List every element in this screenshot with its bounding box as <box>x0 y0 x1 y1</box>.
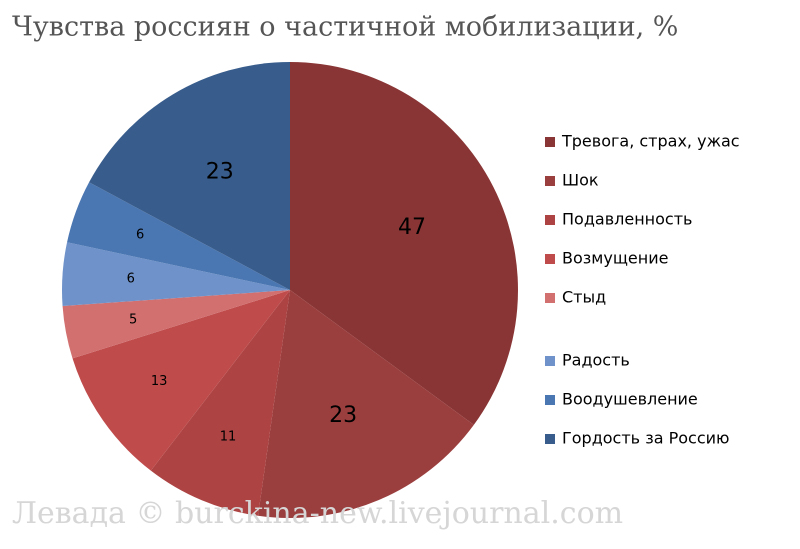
pie-slice <box>258 290 474 518</box>
data-label: 47 <box>398 215 426 240</box>
pie-slice <box>290 62 519 425</box>
legend-label: Воодушевление <box>562 390 698 409</box>
pie-slice <box>72 290 290 471</box>
legend-label: Возмущение <box>562 249 668 268</box>
pie-slice <box>150 290 290 516</box>
legend-swatch <box>545 215 555 225</box>
legend-label: Стыд <box>562 288 606 307</box>
pie-slice <box>62 242 290 307</box>
data-label: 6 <box>127 271 135 286</box>
pie-slice <box>67 182 291 290</box>
data-label: 23 <box>329 403 357 428</box>
pie: 47 23 11 13 5 6 6 23 <box>62 62 519 518</box>
legend: Тревога, страх, ужас Шок Подавленность Возм… <box>545 132 740 448</box>
legend-swatch <box>545 137 555 147</box>
legend-swatch <box>545 434 555 444</box>
legend-label: Гордость за Россию <box>562 429 729 448</box>
legend-label: Радость <box>562 351 630 370</box>
data-label: 23 <box>206 160 234 185</box>
legend-swatch <box>545 293 555 303</box>
legend-label: Шок <box>562 171 599 190</box>
pie-slice <box>62 290 290 359</box>
watermark: Левада © burckina-new.livejournal.com <box>12 496 623 531</box>
legend-swatch <box>545 395 555 405</box>
pie-slice <box>89 62 291 290</box>
legend-swatch <box>545 176 555 186</box>
legend-label: Тревога, страх, ужас <box>561 132 740 151</box>
legend-label: Подавленность <box>562 210 692 229</box>
data-label: 5 <box>129 312 137 327</box>
legend-swatch <box>545 254 555 264</box>
data-label: 11 <box>220 430 237 445</box>
legend-swatch <box>545 356 555 366</box>
chart-title: Чувства россиян о частичной мобилизации,… <box>12 12 678 43</box>
data-label: 13 <box>151 374 168 389</box>
data-label: 6 <box>136 228 144 243</box>
